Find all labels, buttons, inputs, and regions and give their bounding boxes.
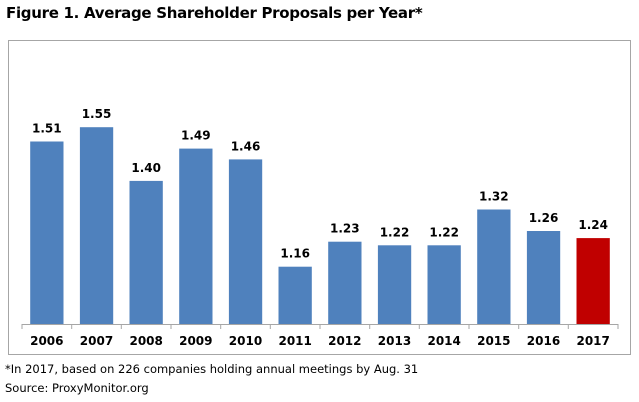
bar-2016: [526, 231, 561, 324]
x-tick-label-2014: 2014: [427, 334, 460, 348]
bar-2010: [228, 159, 263, 324]
x-tick-label-2009: 2009: [179, 334, 212, 348]
bar-2007: [79, 127, 114, 324]
footnote: *In 2017, based on 226 companies holding…: [5, 362, 419, 376]
data-label-2006: 1.51: [32, 122, 62, 136]
data-label-2007: 1.55: [82, 107, 112, 121]
x-axis: 2006 2007 2008 2009 2010 2011 2012 2013 2014 2015…: [21, 324, 619, 348]
chart-title: Figure 1. Average Shareholder Proposals …: [6, 4, 423, 22]
bar-2014: [427, 245, 461, 324]
data-label-2013: 1.22: [380, 225, 410, 239]
x-tick-label-2017: 2017: [576, 334, 609, 348]
data-label-2009: 1.49: [181, 129, 211, 143]
x-tick-label-2012: 2012: [328, 334, 361, 348]
bar-2008: [129, 180, 163, 324]
x-tick-label-2011: 2011: [278, 334, 311, 348]
data-label-2016: 1.26: [529, 211, 559, 225]
bar-2006: [30, 141, 64, 324]
bar-2015: [477, 209, 511, 324]
bar-2009: [179, 148, 213, 324]
bar-2013: [377, 245, 412, 324]
bar-2017: [576, 238, 610, 324]
data-label-2010: 1.46: [231, 139, 261, 153]
chart-frame: [8, 40, 631, 355]
bar-2012: [328, 241, 362, 324]
source-note: Source: ProxyMonitor.org: [5, 381, 149, 395]
x-tick-label-2008: 2008: [129, 334, 162, 348]
data-label-2015: 1.32: [479, 190, 509, 204]
x-tick-label-2006: 2006: [30, 334, 63, 348]
x-tick-label-2016: 2016: [527, 334, 560, 348]
data-label-2014: 1.22: [429, 225, 459, 239]
x-tick-label-2010: 2010: [229, 334, 262, 348]
data-label-2008: 1.40: [131, 161, 161, 175]
data-label-2017: 1.24: [578, 218, 608, 232]
x-tick-label-2015: 2015: [477, 334, 510, 348]
x-tick-label-2013: 2013: [378, 334, 411, 348]
data-labels-group: 1.51 1.55 1.40 1.49 1.46 1.16 1.23 1.22 1.22 1.32…: [32, 107, 608, 261]
data-label-2011: 1.16: [280, 247, 310, 261]
bar-2011: [278, 266, 312, 324]
x-tick-label-2007: 2007: [80, 334, 113, 348]
bars-group: [30, 127, 610, 324]
data-label-2012: 1.23: [330, 222, 360, 236]
